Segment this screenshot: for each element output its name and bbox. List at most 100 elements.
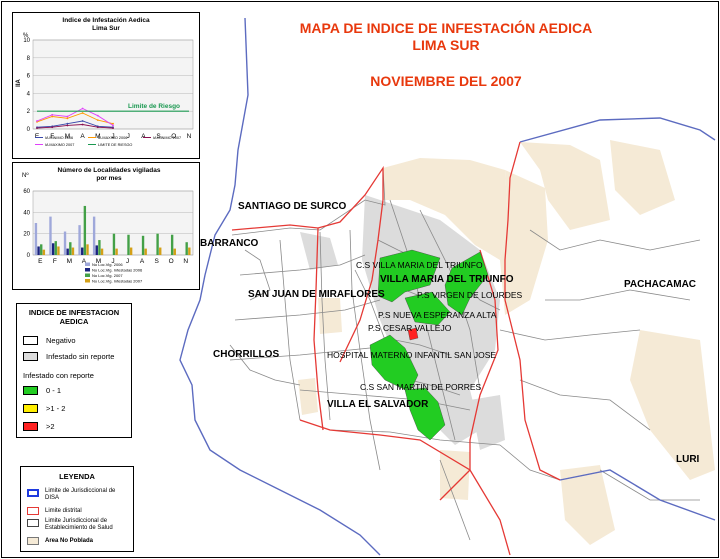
not-populated-area	[500, 170, 548, 315]
chart-subtitle: por mes	[96, 175, 122, 182]
legend-high-label: >2	[46, 422, 55, 431]
y-tick-label: 4	[27, 91, 31, 97]
not-populated-area	[630, 330, 715, 480]
establishment-boundaries	[229, 167, 701, 541]
not-populated-swatch	[27, 537, 39, 545]
x-tick-label: M	[95, 133, 100, 140]
x-tick-label: A	[141, 133, 146, 140]
x-tick-label: E	[38, 258, 43, 265]
legend-district-label: Limite distrital	[45, 508, 82, 514]
bar	[37, 246, 40, 255]
legend-swatch	[85, 273, 90, 277]
chart-subtitle: Lima Sur	[92, 25, 120, 32]
infested-low-zones	[369, 249, 489, 441]
district-label: CHORRILLOS	[213, 349, 279, 360]
legend-sin-reporte-label: Infestado sin reporte	[46, 352, 115, 361]
y-tick-label: 10	[23, 38, 30, 44]
bar	[170, 234, 174, 255]
data-point	[112, 127, 114, 130]
bar	[173, 248, 176, 255]
y-tick-label: 0	[27, 253, 31, 259]
district-label: LURI	[676, 454, 700, 465]
x-tick-label: F	[53, 258, 57, 265]
establishment-label: C.S VILLA MARIA DEL TRIUNFO	[356, 260, 483, 270]
establishment-label: P.S VIRGEN DE LOURDES	[417, 290, 523, 300]
sin-reporte-area	[300, 232, 338, 270]
x-tick-label: N	[183, 258, 188, 265]
x-tick-label: A	[80, 133, 85, 140]
legend-sin-reporte-row: Infestado sin reporte	[23, 352, 114, 361]
x-tick-label: S	[154, 258, 159, 265]
bar	[188, 247, 191, 255]
data-point	[36, 127, 38, 130]
y-tick-label: 6	[27, 74, 31, 80]
plot-area	[32, 39, 194, 130]
x-tick-label: M	[65, 133, 70, 140]
y-tick-label: 2	[27, 109, 31, 115]
y-tick-label: 8	[27, 56, 31, 62]
legend-swatch	[85, 268, 90, 272]
bar	[63, 231, 67, 255]
main-legend-title: LEYENDA	[59, 472, 95, 481]
map-title-region: LIMA SUR	[412, 37, 479, 53]
x-tick-label: J	[126, 258, 129, 265]
index-legend-title-2: AEDICA	[59, 317, 89, 326]
legend-establishment-label: Limite Jurisdiccional de	[45, 518, 108, 524]
establishment-label: P.S CESAR VALLEJO	[368, 323, 452, 333]
district-label: PACHACAMAC	[624, 279, 696, 290]
bar	[78, 225, 81, 255]
legend-entry: IA MAXIMO 2006	[98, 136, 127, 140]
data-point	[81, 120, 84, 122]
not-populated-area	[560, 465, 615, 545]
negative-swatch	[23, 336, 38, 345]
legend-entry: LIMITE DE RIESGO	[98, 143, 132, 147]
bar	[86, 244, 89, 255]
legend-not-populated-row: Area No Poblada	[27, 537, 93, 545]
not-populated-area	[383, 158, 508, 260]
bar	[42, 249, 46, 255]
legend-establishment-label-2: Establecimiento de Salud	[45, 525, 113, 531]
bar	[66, 248, 69, 255]
bar	[83, 205, 87, 255]
x-tick-label: O	[171, 133, 176, 140]
data-point	[96, 126, 99, 129]
chart-title: Número de Localidades vigiladas	[58, 167, 161, 174]
legend-district-row: Limite distrital	[27, 507, 82, 515]
data-point	[96, 119, 99, 121]
series-line	[36, 112, 114, 125]
bar	[95, 245, 98, 255]
not-populated-areas	[298, 140, 715, 545]
establishment-swatch	[27, 519, 39, 527]
y-tick-label: 40	[23, 210, 30, 216]
not-populated-area	[610, 140, 675, 215]
bar	[54, 241, 57, 255]
establishment-label: HOSPITAL MATERNO INFANTIL SAN JOSE	[327, 350, 496, 360]
zone-san-jose	[369, 334, 419, 393]
risk-limit-label: Limite de Riesgo	[128, 103, 180, 110]
infested-high-zones	[407, 327, 419, 341]
data-point	[36, 120, 38, 122]
high-swatch	[23, 422, 38, 431]
data-point	[66, 122, 69, 125]
district-label: BARRANCO	[200, 238, 259, 249]
data-point	[96, 114, 99, 117]
legend-negative-row: Negativo	[23, 336, 76, 345]
bar	[71, 247, 75, 255]
data-point	[51, 126, 54, 129]
bar	[40, 244, 43, 255]
bar	[49, 216, 52, 255]
bar	[34, 223, 38, 255]
y-tick-label: 60	[23, 189, 30, 195]
legend-low-label: 0 - 1	[46, 386, 62, 395]
bar	[144, 248, 147, 255]
x-tick-label: F	[50, 133, 54, 140]
bar	[185, 242, 188, 255]
establishment-label: P.S NUEVA ESPERANZA ALTA	[378, 310, 497, 320]
y-tick-label: 20	[23, 232, 30, 238]
bar	[115, 248, 118, 255]
sin-reporte-swatch	[23, 352, 38, 361]
zone-nueva-esperanza	[404, 291, 451, 326]
